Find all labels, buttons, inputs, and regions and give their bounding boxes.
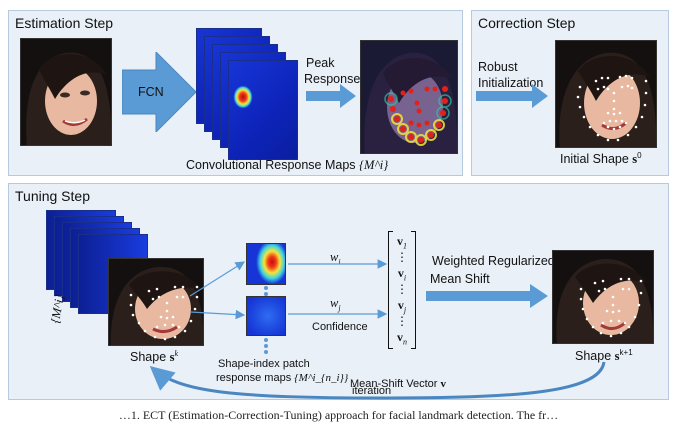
confidence-label: Confidence	[312, 321, 368, 333]
shape-k-face-drawing	[109, 259, 203, 345]
weight-j-symbol: w	[330, 296, 339, 310]
shape-k-face	[108, 258, 204, 346]
shape-k-sup: k	[174, 349, 179, 358]
shape-k1-face-drawing	[553, 251, 653, 343]
patch-map-j	[246, 296, 286, 336]
vector-bracket	[388, 231, 416, 349]
response-maps-stack	[196, 28, 306, 160]
input-face-drawing	[21, 39, 111, 145]
heatmap-points	[388, 86, 448, 143]
fcn-arrow	[122, 52, 196, 132]
robust-init-label-2: Initialization	[478, 76, 544, 90]
vector-bracket-top-right	[411, 231, 416, 232]
fcn-label: FCN	[138, 85, 164, 99]
patch-map-i	[246, 243, 286, 285]
shape-k1-face	[552, 250, 654, 344]
vector-bracket-top-left	[388, 231, 393, 232]
tuning-title: Tuning Step	[15, 188, 90, 204]
mean-shift-vector-symbol: v	[440, 378, 447, 390]
shape-k1-symbol: s	[614, 349, 620, 364]
vector-entry: vn	[397, 330, 407, 347]
peak-response-label-2: Response	[304, 72, 361, 86]
vector-entries: v1 ⋮ vi ⋮ vj ⋮ vn	[390, 232, 414, 348]
shape-k1-label: Shape sk+1	[575, 348, 633, 364]
weight-i-sub: i	[338, 257, 341, 267]
initial-landmarks	[576, 74, 648, 142]
initial-shape-face	[555, 40, 657, 148]
weight-j-sub: j	[338, 303, 341, 313]
input-face-image	[20, 38, 112, 146]
shape-k1-sup: k+1	[619, 348, 633, 357]
weight-i-symbol: w	[330, 250, 339, 264]
peak-response-arrow	[306, 84, 356, 108]
vector-entry: vj	[397, 298, 407, 315]
robust-init-label-1: Robust	[478, 60, 518, 74]
initial-shape-sup: 0	[637, 151, 642, 160]
peak-response-face	[360, 40, 458, 154]
vector-bracket-bottom-right	[411, 348, 416, 349]
vector-entry: ⋮	[396, 250, 408, 264]
shape-k1-landmarks	[579, 277, 643, 338]
patch-dots	[264, 286, 268, 354]
patch-caption-2: response maps {M^i_{n_i}}	[216, 372, 348, 384]
vector-entry: vi	[397, 266, 407, 283]
maps-caption-text: Convolutional Response Maps	[186, 158, 356, 172]
weighted-label-2: Mean Shift	[430, 272, 490, 286]
shape-k-text: Shape	[130, 350, 167, 365]
patch-caption-text: response maps	[216, 372, 292, 384]
initial-shape-label: Initial Shape s0	[560, 151, 642, 167]
figure-caption: …1. ECT (Estimation-Correction-Tuning) a…	[118, 408, 559, 422]
initial-shape-face-drawing	[556, 41, 656, 147]
correction-title: Correction Step	[478, 15, 576, 31]
weight-i: wi	[330, 250, 341, 267]
shape-k-symbol: s	[169, 350, 175, 365]
vector-entry: ⋮	[396, 314, 408, 328]
shape-k-landmarks	[129, 285, 199, 341]
weighted-label-1: Weighted Regularized	[432, 254, 555, 268]
vector-entry: ⋮	[396, 282, 408, 296]
shape-k1-text: Shape	[575, 349, 612, 364]
iteration-label: iteration	[352, 385, 392, 397]
response-heat-spot	[233, 85, 253, 109]
vector-entry: v1	[397, 234, 407, 251]
peak-response-face-drawing	[361, 41, 457, 153]
maps-caption-symbol: {M^i}	[359, 158, 389, 172]
patch-caption-symbol: {M^i_{n_i}}	[294, 372, 349, 384]
initial-shape-text: Initial Shape	[560, 152, 629, 167]
shape-k-label: Shape sk	[130, 349, 178, 365]
weight-j: wj	[330, 296, 341, 313]
response-map-front	[228, 60, 298, 160]
robust-init-arrow	[476, 84, 548, 108]
patch-caption-1: Shape-index patch	[218, 358, 310, 370]
mean-shift-arrow	[426, 284, 548, 308]
maps-caption: Convolutional Response Maps {M^i}	[186, 158, 388, 173]
peak-response-label-1: Peak	[306, 56, 335, 70]
initial-shape-symbol: s	[632, 152, 638, 167]
vector-bracket-bottom-left	[388, 348, 393, 349]
estimation-title: Estimation Step	[15, 15, 114, 31]
